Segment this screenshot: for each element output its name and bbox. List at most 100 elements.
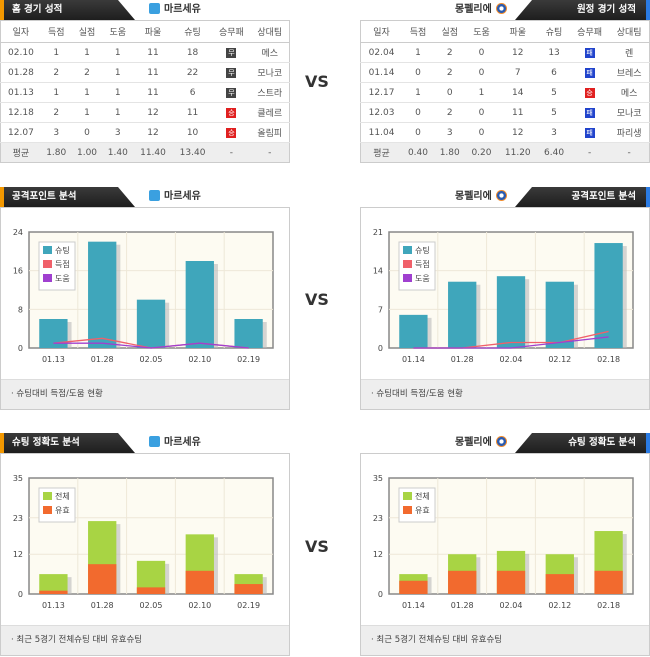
table-row: 12.17 1 0 1 14 5 승 메스 bbox=[360, 82, 650, 103]
legend-swatch bbox=[403, 246, 412, 254]
team-name: 마르세유 bbox=[164, 191, 201, 202]
section-title: 슈팅 정확도 분석 bbox=[515, 433, 650, 453]
table-cell: 11 bbox=[133, 82, 173, 103]
accuracy-panel-away: 몽펠리에 슈팅 정확도 분석 0 12 23 35 01.14 01.28 02.04 02.… bbox=[360, 433, 650, 656]
table-cell: 2 bbox=[433, 42, 466, 63]
average-cell: 1.80 bbox=[40, 142, 72, 163]
y-tick-label: 0 bbox=[18, 344, 23, 353]
table-cell: 3 bbox=[40, 122, 72, 143]
column-header: 승무패 bbox=[212, 20, 251, 43]
table-cell: 12 bbox=[497, 122, 539, 143]
legend-label: 도움 bbox=[55, 274, 70, 283]
table-cell: 3 bbox=[538, 122, 570, 143]
table-cell: 12 bbox=[133, 122, 173, 143]
vs-label: VS bbox=[305, 72, 329, 91]
attack-panel-home: 공격포인트 분석 마르세유 0 8 16 24 01.13 01.28 02.05 02.10… bbox=[0, 187, 290, 410]
montpellier-logo-icon bbox=[495, 190, 507, 201]
result-cell: 패 bbox=[569, 42, 610, 63]
table-cell: 1 bbox=[102, 62, 134, 83]
table-cell: 0 bbox=[465, 42, 498, 63]
average-cell: 13.40 bbox=[172, 142, 213, 163]
home-record-table: 일자 득점 실점 도움 파울 슈팅 승무패 상대팀 02.10 1 1 1 11 18 무 메스 01.28 2 2… bbox=[0, 20, 290, 163]
legend-swatch bbox=[403, 260, 412, 268]
table-cell: 1 bbox=[71, 102, 103, 123]
legend-swatch bbox=[43, 492, 52, 500]
y-tick-label: 8 bbox=[18, 305, 23, 314]
legend-label: 유효 bbox=[415, 506, 430, 515]
bar-유효 bbox=[496, 570, 526, 594]
bar-슈팅 bbox=[496, 276, 526, 348]
legend-swatch bbox=[43, 274, 52, 282]
table-cell: 1 bbox=[102, 42, 134, 63]
result-cell: 승 bbox=[212, 122, 251, 143]
table-cell: 6 bbox=[538, 62, 570, 83]
table-cell: 02.10 bbox=[0, 42, 41, 63]
y-tick-label: 0 bbox=[378, 344, 383, 353]
average-cell: 11.20 bbox=[497, 142, 539, 163]
team-name: 몽펠리에 bbox=[455, 4, 492, 15]
average-cell: 평균 bbox=[360, 142, 403, 163]
table-cell: 1 bbox=[402, 82, 434, 103]
bar-유효 bbox=[234, 584, 263, 594]
average-cell: 평균 bbox=[0, 142, 41, 163]
table-cell: 7 bbox=[497, 62, 539, 83]
table-cell: 클레르 bbox=[250, 102, 290, 123]
table-row: 12.07 3 0 3 12 10 승 올림피 bbox=[0, 122, 290, 143]
legend-label: 유효 bbox=[55, 506, 70, 515]
y-tick-label: 35 bbox=[373, 474, 383, 483]
montpellier-logo-icon bbox=[495, 436, 507, 447]
section-title: 공격포인트 분석 bbox=[0, 187, 135, 207]
y-tick-label: 24 bbox=[13, 228, 23, 237]
bar-유효 bbox=[545, 574, 574, 594]
table-cell: 2 bbox=[40, 62, 72, 83]
y-tick-label: 35 bbox=[13, 474, 23, 483]
result-badge: 패 bbox=[584, 67, 595, 78]
average-row: 평균 1.80 1.00 1.40 11.40 13.40- - bbox=[0, 142, 290, 163]
table-cell: 메스 bbox=[250, 42, 290, 63]
section-title: 공격포인트 분석 bbox=[515, 187, 650, 207]
footer-text: 최근 5경기 전체슈팅 대비 유효슈팅 bbox=[16, 635, 143, 645]
bar-유효 bbox=[39, 590, 68, 594]
result-cell: 패 bbox=[569, 102, 610, 123]
column-header: 일자 bbox=[0, 20, 41, 43]
table-cell: 0 bbox=[402, 102, 434, 123]
result-badge: 패 bbox=[584, 47, 595, 58]
table-cell: 0 bbox=[71, 122, 103, 143]
average-cell: 11.40 bbox=[133, 142, 173, 163]
table-cell: 0 bbox=[465, 102, 498, 123]
table-cell: 2 bbox=[433, 102, 466, 123]
bar-슈팅 bbox=[448, 281, 477, 348]
average-cell: - bbox=[569, 142, 610, 163]
table-cell: 올림피 bbox=[250, 122, 290, 143]
vs-label: VS bbox=[305, 537, 329, 556]
table-row: 01.13 1 1 1 11 6 무 스트라 bbox=[0, 82, 290, 103]
table-cell: 1 bbox=[40, 42, 72, 63]
result-cell: 패 bbox=[569, 122, 610, 143]
result-cell: 무 bbox=[212, 82, 251, 103]
x-tick-label: 02.19 bbox=[237, 355, 260, 364]
table-row: 01.28 2 2 1 11 22 무 모나코 bbox=[0, 62, 290, 83]
table-cell: 12 bbox=[133, 102, 173, 123]
table-cell: 5 bbox=[538, 102, 570, 123]
away-record-table: 일자 득점 실점 도움 파울 슈팅 승무패 상대팀 02.04 1 2 0 12 13 패 렌 01.14 0 2 0… bbox=[360, 20, 650, 163]
x-tick-label: 02.05 bbox=[140, 355, 163, 364]
table-cell: 2 bbox=[40, 102, 72, 123]
montpellier-logo-icon bbox=[495, 3, 507, 14]
table-row: 02.10 1 1 1 11 18 무 메스 bbox=[0, 42, 290, 63]
legend-label: 전체 bbox=[55, 491, 70, 501]
x-tick-label: 01.28 bbox=[91, 601, 114, 610]
x-tick-label: 02.10 bbox=[188, 601, 211, 610]
x-tick-label: 01.14 bbox=[402, 355, 425, 364]
legend-label: 득점 bbox=[415, 259, 430, 269]
table-cell: 0 bbox=[465, 122, 498, 143]
x-tick-label: 02.12 bbox=[548, 355, 571, 364]
table-cell: 3 bbox=[433, 122, 466, 143]
legend-label: 득점 bbox=[55, 259, 70, 269]
column-header: 일자 bbox=[360, 20, 403, 43]
table-header-row: 일자 득점 실점 도움 파울 슈팅 승무패 상대팀 bbox=[360, 20, 650, 43]
result-cell: 무 bbox=[212, 62, 251, 83]
away-record-title: 원정 경기 성적 bbox=[515, 0, 650, 20]
result-badge: 승 bbox=[226, 107, 237, 118]
table-cell: 1 bbox=[40, 82, 72, 103]
x-tick-label: 02.04 bbox=[500, 355, 523, 364]
